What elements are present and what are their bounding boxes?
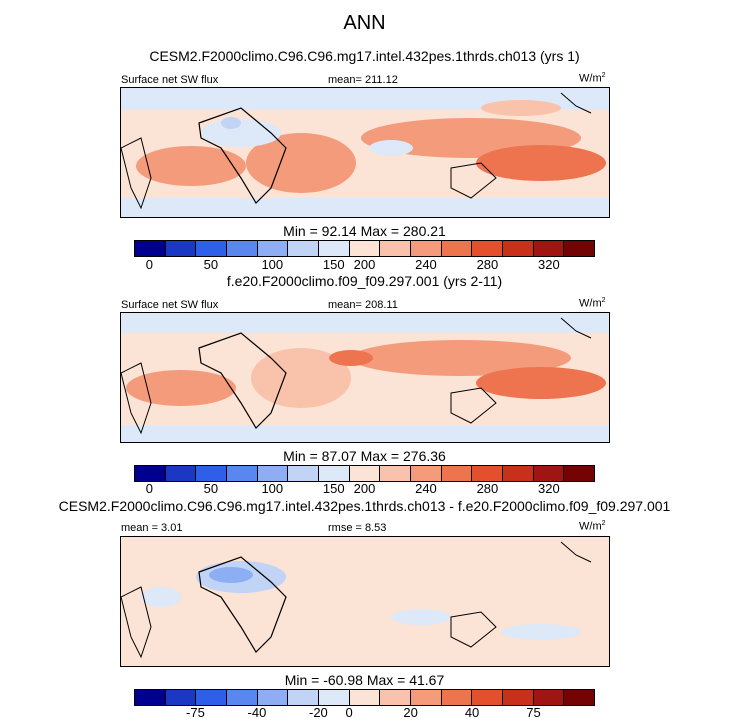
colorbar-tick-label: -40 bbox=[247, 705, 267, 720]
colorbar-swatch bbox=[380, 466, 412, 481]
colorbar-tick-label: -20 bbox=[308, 705, 328, 720]
colorbar-swatch bbox=[564, 241, 595, 256]
panel3-map bbox=[120, 536, 610, 667]
colorbar-tick-label: 320 bbox=[538, 257, 560, 272]
panel1-mean-label: mean= 211.12 bbox=[328, 74, 398, 86]
colorbar-swatch bbox=[227, 690, 258, 705]
colorbar-swatch bbox=[165, 466, 197, 481]
colorbar-tick-label: 100 bbox=[261, 257, 284, 272]
south-america-outline bbox=[121, 137, 152, 210]
colorbar-swatch bbox=[257, 690, 289, 705]
colorbar-swatch bbox=[564, 690, 595, 705]
colorbar-swatch bbox=[349, 466, 381, 481]
panel3-colorbar-ticks: -75 -40 -20 0 20 40 75 bbox=[134, 705, 595, 721]
colorbar-tick-label: 20 bbox=[403, 705, 418, 720]
colorbar-tick-label: 200 bbox=[353, 481, 376, 496]
colorbar-swatch bbox=[503, 466, 534, 481]
colorbar-tick-label: 50 bbox=[203, 481, 219, 496]
panel1-minmax: Min = 92.14 Max = 280.21 bbox=[283, 223, 446, 239]
colorbar-tick-label: 50 bbox=[203, 257, 219, 272]
colorbar-tick-label: 200 bbox=[353, 257, 376, 272]
panel1-map bbox=[120, 87, 610, 218]
panel1-left-label: Surface net SW flux bbox=[121, 74, 219, 86]
colorbar-tick-label: 150 bbox=[322, 481, 345, 496]
colorbar-tick-label: 0 bbox=[345, 705, 353, 720]
panel2-colorbar-ticks: 0 50 100 150 200 240 280 320 bbox=[134, 481, 595, 497]
colorbar-swatch bbox=[135, 690, 166, 705]
panel2-subtitle: f.e20.F2000climo.f09_f09.297.001 (yrs 2-… bbox=[226, 273, 503, 289]
colorbar-tick-label: 240 bbox=[415, 481, 437, 496]
colorbar-tick-label: -75 bbox=[186, 705, 205, 720]
panel2-map bbox=[120, 312, 610, 443]
panel2-left-label: Surface net SW flux bbox=[121, 299, 219, 311]
colorbar-swatch bbox=[135, 241, 166, 256]
panel1-units: W/m2 bbox=[579, 72, 606, 85]
colorbar-swatch bbox=[533, 690, 565, 705]
colorbar-swatch bbox=[472, 241, 504, 256]
colorbar-swatch bbox=[411, 466, 442, 481]
colorbar-tick-label: 75 bbox=[526, 705, 541, 720]
panel3-colorbar bbox=[134, 689, 595, 706]
colorbar-tick-label: 100 bbox=[261, 481, 284, 496]
panel1-subtitle: CESM2.F2000climo.C96.C96.mg17.intel.432p… bbox=[149, 48, 580, 64]
colorbar-swatch bbox=[319, 690, 350, 705]
colorbar-swatch bbox=[503, 241, 534, 256]
colorbar-swatch bbox=[441, 690, 473, 705]
panel2-units: W/m2 bbox=[579, 297, 606, 310]
colorbar-swatch bbox=[257, 241, 289, 256]
colorbar-swatch bbox=[135, 466, 166, 481]
panel3-units: W/m2 bbox=[579, 520, 606, 533]
panel3-mean-label: mean = 3.01 bbox=[121, 522, 183, 534]
colorbar-swatch bbox=[319, 241, 350, 256]
colorbar-swatch bbox=[380, 241, 412, 256]
panel3-rmse-label: rmse = 8.53 bbox=[328, 522, 387, 534]
colorbar-swatch bbox=[533, 241, 565, 256]
panel3-minmax: Min = -60.98 Max = 41.67 bbox=[284, 672, 445, 688]
colorbar-swatch bbox=[196, 690, 228, 705]
colorbar-swatch bbox=[503, 690, 534, 705]
colorbar-swatch bbox=[564, 466, 595, 481]
colorbar-tick-label: 320 bbox=[538, 481, 560, 496]
colorbar-swatch bbox=[257, 466, 289, 481]
colorbar-tick-label: 0 bbox=[145, 257, 153, 272]
panel1-colorbar-ticks: 0 50 100 150 200 240 280 320 bbox=[134, 257, 595, 273]
colorbar-tick-label: 240 bbox=[415, 257, 437, 272]
panel2-minmax: Min = 87.07 Max = 276.36 bbox=[283, 448, 446, 464]
australia-outline bbox=[450, 162, 497, 199]
colorbar-swatch bbox=[441, 466, 473, 481]
colorbar-tick-label: 0 bbox=[145, 481, 153, 496]
colorbar-swatch bbox=[380, 690, 412, 705]
colorbar-swatch bbox=[196, 466, 228, 481]
africa-outline bbox=[198, 107, 287, 204]
panel2-colorbar bbox=[134, 465, 595, 482]
colorbar-swatch bbox=[165, 241, 197, 256]
colorbar-swatch bbox=[288, 466, 320, 481]
colorbar-swatch bbox=[441, 241, 473, 256]
colorbar-swatch bbox=[472, 466, 504, 481]
colorbar-swatch bbox=[411, 241, 442, 256]
colorbar-tick-label: 40 bbox=[464, 705, 480, 720]
colorbar-tick-label: 150 bbox=[322, 257, 345, 272]
colorbar-swatch bbox=[165, 690, 197, 705]
colorbar-swatch bbox=[349, 690, 381, 705]
colorbar-swatch bbox=[411, 690, 442, 705]
colorbar-swatch bbox=[349, 241, 381, 256]
colorbar-swatch bbox=[319, 466, 350, 481]
colorbar-swatch bbox=[196, 241, 228, 256]
colorbar-swatch bbox=[533, 466, 565, 481]
panel2-mean-label: mean= 208.11 bbox=[328, 299, 398, 311]
colorbar-tick-label: 280 bbox=[476, 257, 499, 272]
panel3-subtitle: CESM2.F2000climo.C96.C96.mg17.intel.432p… bbox=[58, 498, 671, 514]
colorbar-swatch bbox=[288, 690, 320, 705]
panel1-colorbar bbox=[134, 240, 595, 257]
colorbar-swatch bbox=[227, 241, 258, 256]
figure-title: ANN bbox=[343, 12, 386, 34]
colorbar-tick-label: 280 bbox=[476, 481, 499, 496]
colorbar-swatch bbox=[288, 241, 320, 256]
colorbar-swatch bbox=[227, 466, 258, 481]
colorbar-swatch bbox=[472, 690, 504, 705]
